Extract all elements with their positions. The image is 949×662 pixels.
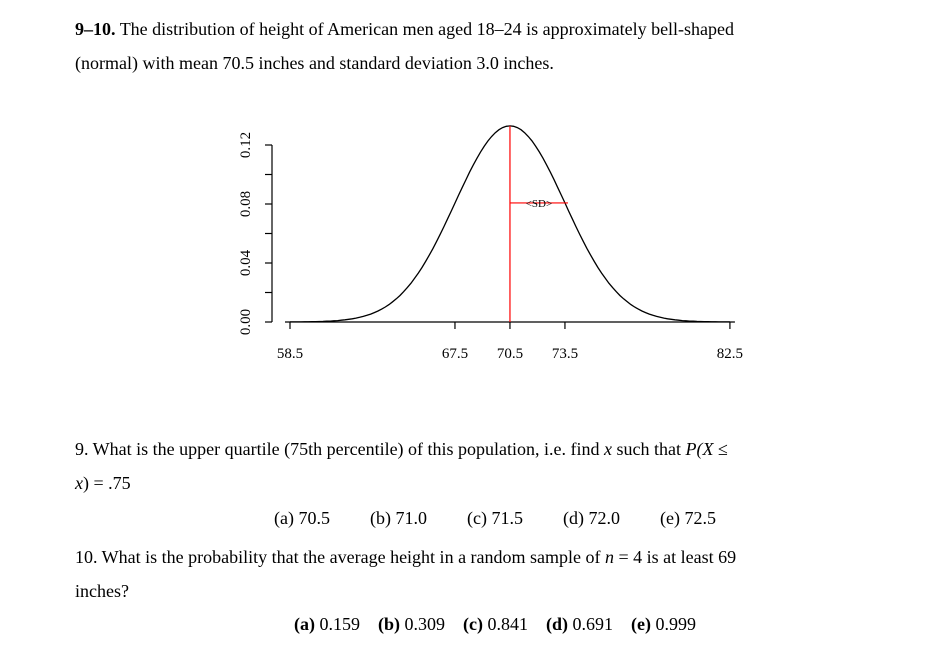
q9-option-a-label: (a) (274, 508, 294, 528)
statement-line1-text: The distribution of height of American m… (119, 19, 735, 39)
q9-line2-rest: ) = .75 (83, 473, 131, 493)
q9-option-c-value: 71.5 (491, 508, 523, 528)
y-tick-label: 0.08 (238, 191, 254, 217)
q10-text-2: = 4 is at least 69 (614, 547, 737, 567)
q10-text-1: 10. What is the probability that the ave… (75, 547, 606, 567)
y-tick-label: 0.12 (238, 132, 254, 158)
q10-option-c: (c) 0.841 (463, 612, 528, 636)
y-tick-label: 0.00 (238, 309, 254, 335)
y-tick-label: 0.04 (238, 249, 254, 276)
q9-option-e-label: (e) (659, 508, 680, 528)
q9-option-a-value: 70.5 (298, 508, 331, 528)
q9-text-2: such that (612, 439, 686, 459)
sd-arrow-label: <SD> (526, 198, 552, 210)
q9-option-b: (b) 71.0 (370, 506, 427, 530)
statement-line1: 9–10. The distribution of height of Amer… (75, 12, 915, 46)
q10-option-e-label: (e) (631, 614, 651, 634)
q10-line2-text: inches? (75, 581, 129, 601)
problem-statement: 9–10. The distribution of height of Amer… (75, 12, 915, 80)
q10-option-c-value: 0.841 (487, 614, 529, 634)
q9-option-c-label: (c) (467, 508, 487, 528)
x-tick-label: 73.5 (552, 346, 578, 362)
q9-line2-var: x (75, 473, 83, 493)
q9-option-d-value: 72.0 (588, 508, 620, 528)
q9-option-e: (e) 72.5 (660, 506, 716, 530)
question-9-line2: x) = .75 (75, 466, 927, 500)
q9-var-x: x (604, 439, 613, 459)
q10-option-c-label: (c) (463, 614, 483, 634)
q10-option-e: (e) 0.999 (631, 612, 696, 636)
normal-curve-chart: 58.5 67.5 70.5 73.5 82.5 0.00 0.04 0.08 0.12 <SD> (232, 112, 752, 370)
question-10-options: (a) 0.159 (b) 0.309 (c) 0.841 (d) 0.691 … (75, 612, 915, 636)
q9-option-e-value: 72.5 (684, 508, 716, 528)
x-tick-label: 58.5 (277, 346, 303, 362)
q10-option-d-value: 0.691 (572, 614, 614, 634)
question-10: 10. What is the probability that the ave… (75, 540, 927, 608)
problem-number: 9–10. (75, 19, 116, 39)
question-9-options: (a) 70.5 (b) 71.0 (c) 71.5 (d) 72.0 (e) … (75, 506, 915, 530)
q10-option-d: (d) 0.691 (546, 612, 613, 636)
question-9: 9. What is the upper quartile (75th perc… (75, 432, 927, 500)
q9-option-d-label: (d) (562, 508, 584, 528)
q9-leq-symbol: ≤ (713, 439, 728, 459)
q10-option-b-value: 0.309 (404, 614, 446, 634)
q9-option-b-value: 71.0 (395, 508, 428, 528)
q10-option-d-label: (d) (546, 614, 568, 634)
x-tick-label: 67.5 (442, 346, 468, 362)
q10-option-a: (a) 0.159 (294, 612, 360, 636)
q10-option-a-value: 0.159 (319, 614, 361, 634)
q10-var-n: n (605, 547, 615, 567)
normal-curve-svg: 58.5 67.5 70.5 73.5 82.5 0.00 0.04 0.08 0.12 <SD> (238, 125, 743, 362)
q9-option-a: (a) 70.5 (274, 506, 330, 530)
q10-option-b: (b) 0.309 (378, 612, 445, 636)
statement-line2-text: (normal) with mean 70.5 inches and stand… (75, 53, 554, 73)
q10-option-a-label: (a) (294, 614, 316, 634)
q9-option-c: (c) 71.5 (467, 506, 523, 530)
q9-option-d: (d) 72.0 (563, 506, 620, 530)
question-10-line1: 10. What is the probability that the ave… (75, 540, 927, 574)
statement-line2: (normal) with mean 70.5 inches and stand… (75, 46, 915, 80)
x-tick-label: 70.5 (497, 346, 523, 362)
question-10-line2: inches? (75, 574, 927, 608)
question-9-line1: 9. What is the upper quartile (75th perc… (75, 432, 927, 466)
q10-option-e-value: 0.999 (655, 614, 696, 634)
q10-option-b-label: (b) (378, 614, 401, 634)
q9-option-b-label: (b) (370, 508, 391, 528)
q9-text-1: 9. What is the upper quartile (75th perc… (75, 439, 605, 459)
x-tick-label: 82.5 (717, 346, 743, 362)
q9-math-expr: P(X (685, 439, 714, 459)
